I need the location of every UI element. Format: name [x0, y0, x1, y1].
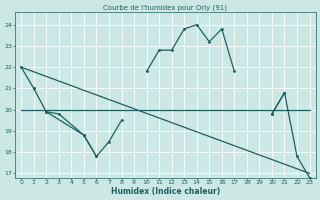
Title: Courbe de l'humidex pour Orly (91): Courbe de l'humidex pour Orly (91)	[103, 4, 228, 11]
X-axis label: Humidex (Indice chaleur): Humidex (Indice chaleur)	[111, 187, 220, 196]
